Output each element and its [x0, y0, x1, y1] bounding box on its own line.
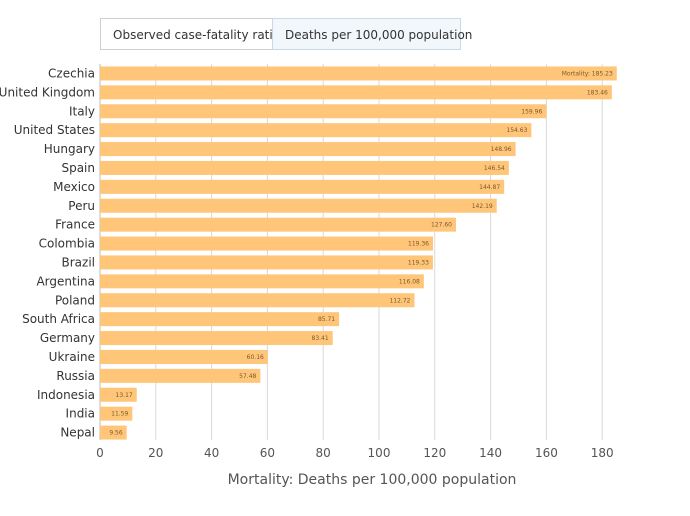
bar[interactable] [100, 142, 516, 157]
category-label: United States [14, 123, 95, 137]
data-label: 83.41 [312, 335, 329, 342]
x-tick-label: 180 [591, 446, 614, 460]
data-label: 146.54 [484, 165, 505, 172]
bar[interactable] [100, 331, 333, 346]
bar[interactable] [100, 406, 133, 421]
x-tick-label: 0 [96, 446, 104, 460]
data-label: 60.16 [247, 354, 264, 361]
data-label: 85.71 [318, 316, 335, 323]
data-label: 144.87 [479, 184, 500, 191]
category-label: Peru [68, 199, 95, 213]
bar[interactable] [100, 274, 424, 289]
category-label: Mexico [53, 180, 95, 194]
bar[interactable] [100, 349, 268, 364]
bar[interactable] [100, 85, 612, 100]
x-tick-label: 80 [316, 446, 331, 460]
data-label: 57.48 [239, 373, 256, 380]
category-label: Argentina [36, 274, 95, 288]
category-label: Germany [40, 331, 95, 345]
bar[interactable] [100, 293, 415, 308]
x-tick-label: 20 [148, 446, 163, 460]
category-label: Italy [69, 104, 95, 118]
category-label: Nepal [60, 426, 95, 440]
data-label: 142.19 [472, 203, 493, 210]
category-label: India [66, 407, 95, 421]
data-label: 154.63 [506, 127, 527, 134]
x-tick-label: 40 [204, 446, 219, 460]
data-label: Mortality: 185.23 [562, 70, 613, 77]
data-label: 116.08 [399, 278, 420, 285]
x-tick-label: 120 [423, 446, 446, 460]
category-label: United Kingdom [0, 85, 95, 99]
bar[interactable] [100, 104, 547, 119]
bar[interactable] [100, 217, 457, 232]
category-label: Spain [61, 161, 95, 175]
x-tick-label: 100 [368, 446, 391, 460]
category-label: Indonesia [37, 388, 95, 402]
category-label: Brazil [62, 255, 96, 269]
bar[interactable] [100, 160, 509, 175]
x-tick-label: 160 [535, 446, 558, 460]
data-label: 119.33 [408, 259, 429, 266]
data-label: 119.36 [408, 241, 429, 248]
data-label: 112.72 [389, 297, 410, 304]
data-label: 13.17 [116, 392, 133, 399]
x-tick-label: 60 [260, 446, 275, 460]
bar[interactable] [100, 123, 532, 138]
category-label: Poland [55, 293, 95, 307]
bar[interactable] [100, 387, 137, 402]
category-label: Ukraine [49, 350, 95, 364]
bar[interactable] [100, 312, 340, 327]
data-label: 127.60 [431, 222, 452, 229]
data-label: 11.59 [111, 411, 128, 418]
category-label: Czechia [48, 66, 95, 80]
bar[interactable] [100, 236, 434, 251]
metric-tabs: Observed case-fatality ratio Deaths per … [100, 18, 472, 50]
data-label: 148.96 [491, 146, 512, 153]
tab-observed-case-fatality-ratio[interactable]: Observed case-fatality ratio [100, 18, 280, 50]
category-label: Russia [56, 369, 95, 383]
bar[interactable] [100, 425, 127, 440]
bar[interactable] [100, 368, 261, 383]
data-label: 159.96 [521, 108, 542, 115]
x-tick-label: 140 [479, 446, 502, 460]
category-label: France [55, 218, 95, 232]
category-label: Colombia [39, 237, 95, 251]
tab-deaths-per-100000[interactable]: Deaths per 100,000 population [272, 18, 472, 50]
bar[interactable] [100, 66, 617, 81]
bar[interactable] [100, 255, 433, 270]
category-label: South Africa [22, 312, 95, 326]
x-axis-title: Mortality: Deaths per 100,000 population [228, 472, 517, 488]
bar[interactable] [100, 198, 497, 213]
data-label: 9.56 [109, 430, 123, 437]
category-label: Hungary [44, 142, 95, 156]
bar[interactable] [100, 179, 505, 194]
data-label: 183.46 [587, 89, 608, 96]
